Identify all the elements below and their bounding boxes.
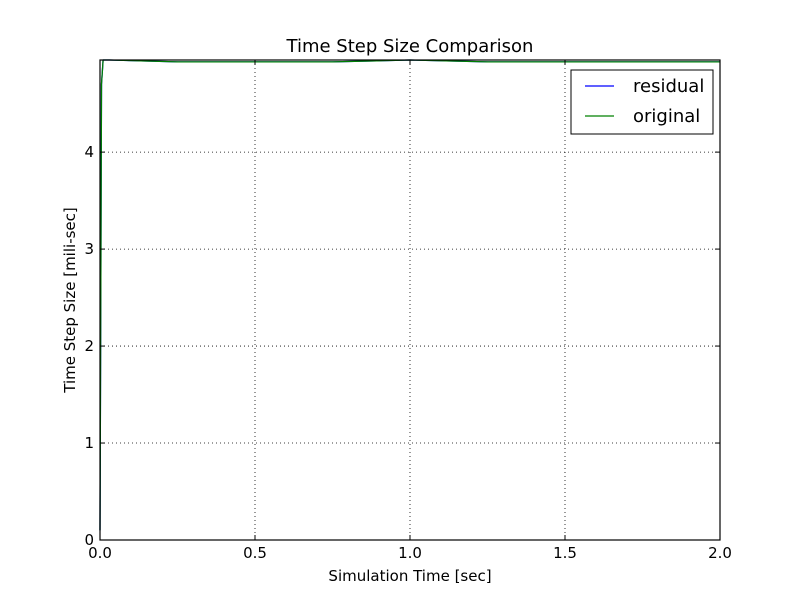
legend: residual original xyxy=(570,69,714,135)
y-axis-label: Time Step Size [mili-sec] xyxy=(61,207,79,393)
x-tick-label: 0.5 xyxy=(243,544,267,562)
chart-title: Time Step Size Comparison xyxy=(286,36,534,57)
series-line-original xyxy=(99,59,720,531)
y-tick-label: 1 xyxy=(84,434,94,452)
y-tick-label: 4 xyxy=(84,143,94,161)
x-tick-label: 1.5 xyxy=(553,544,577,562)
x-axis-label: Simulation Time [sec] xyxy=(328,567,491,585)
grid-lines xyxy=(100,60,720,540)
axis-ticks: 0.0 0.5 1.0 1.5 2.0 0 1 2 3 4 xyxy=(84,60,732,562)
y-tick-label: 0 xyxy=(84,531,94,549)
series-lines xyxy=(99,59,720,531)
legend-label-residual: residual xyxy=(633,76,704,97)
x-tick-label: 2.0 xyxy=(708,544,732,562)
legend-box xyxy=(570,69,714,135)
y-tick-label: 2 xyxy=(84,337,94,355)
legend-label-original: original xyxy=(633,106,700,127)
y-tick-label: 3 xyxy=(84,240,94,258)
x-tick-label: 0.0 xyxy=(88,544,112,562)
x-tick-label: 1.0 xyxy=(398,544,422,562)
